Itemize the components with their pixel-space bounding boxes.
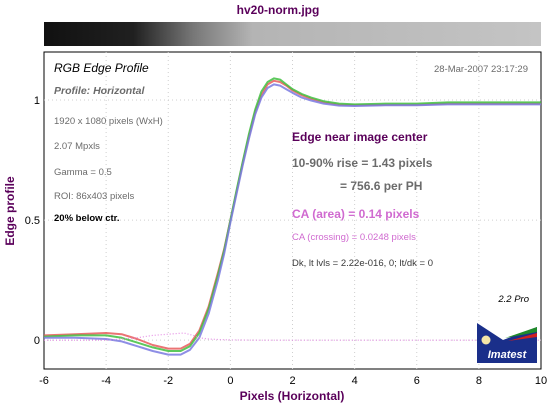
ca-area-value: CA (area) = 0.14 pixels (292, 207, 420, 221)
ca-difference-line (44, 332, 541, 341)
y-tick-label: 1 (34, 95, 40, 107)
y-tick-label: 0 (34, 335, 40, 347)
x-tick-label: -4 (101, 375, 111, 387)
info-mpxls: 2.07 Mpxls (54, 141, 100, 152)
version-label: 2.2 Pro (497, 294, 529, 305)
edge-near-center-label: Edge near image center (292, 130, 428, 144)
rise-value: 10-90% rise = 1.43 pixels (292, 156, 433, 170)
info-heading: RGB Edge Profile (54, 61, 149, 75)
info-roi: ROI: 86x403 pixels (54, 191, 135, 202)
x-tick-label: 10 (535, 375, 547, 387)
info-below-ctr: 20% below ctr. (54, 213, 119, 224)
x-tick-label: 6 (414, 375, 420, 387)
blue-channel-line (44, 83, 541, 356)
edge-image-strip (44, 22, 541, 46)
series-layer (43, 77, 541, 356)
chart-title: hv20-norm.jpg (237, 3, 320, 17)
x-axis-label: Pixels (Horizontal) (240, 389, 345, 403)
x-tick-label: -2 (163, 375, 173, 387)
imatest-logo: Imatest (477, 323, 537, 363)
info-gamma: Gamma = 0.5 (54, 167, 112, 178)
y-tick-label: 0.5 (25, 215, 40, 227)
x-tick-label: 2 (289, 375, 295, 387)
info-date: 28-Mar-2007 23:17:29 (434, 64, 528, 75)
dk-levels-value: Dk, lt lvls = 2.22e-016, 0; lt/dk = 0 (292, 258, 433, 269)
x-tick-label: 8 (476, 375, 482, 387)
ca-crossing-value: CA (crossing) = 0.0248 pixels (292, 232, 416, 243)
tick-labels: -6 -4 -2 0 2 4 6 8 10 0 0.5 1 (25, 95, 547, 387)
x-tick-label: -6 (39, 375, 49, 387)
per-ph-value: = 756.6 per PH (340, 179, 422, 193)
logo-text: Imatest (488, 349, 528, 361)
x-tick-label: 4 (352, 375, 358, 387)
y-axis-label: Edge profile (3, 176, 17, 246)
x-tick-label: 0 (227, 375, 233, 387)
info-profile: Profile: Horizontal (54, 85, 146, 97)
info-resolution: 1920 x 1080 pixels (WxH) (54, 116, 163, 127)
green-channel-line (43, 77, 541, 352)
